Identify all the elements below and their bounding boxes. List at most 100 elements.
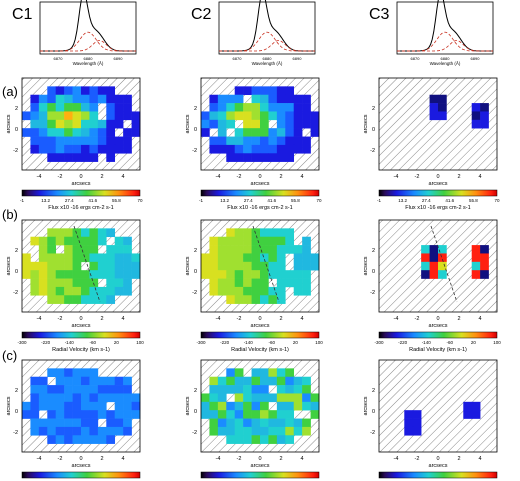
- map-xtick: 4: [300, 174, 303, 180]
- map-ylabel: arcsecs: [185, 256, 191, 275]
- map-pixel: [285, 393, 295, 403]
- map-pixel: [47, 368, 57, 378]
- map-pixel: [293, 103, 303, 112]
- map-pixel: [209, 393, 219, 403]
- map-pixel: [89, 245, 99, 254]
- map-pixel: [81, 119, 90, 129]
- map-pixel: [209, 236, 219, 246]
- map-pixel: [285, 153, 295, 162]
- colorbar: [21, 331, 141, 339]
- map-pixel: [285, 94, 295, 104]
- map-pixel: [55, 426, 65, 436]
- map-xtick: 4: [300, 316, 303, 322]
- map-pixel: [268, 153, 278, 162]
- map-pixel: [209, 286, 219, 296]
- colorbar-label: Flux x10 -16 ergs cm-2 s-1: [405, 205, 470, 211]
- map-pixel: [123, 245, 132, 254]
- map-pixel: [251, 410, 261, 419]
- map-frame: [21, 77, 141, 171]
- map-ytick: -2: [370, 430, 375, 436]
- map-xtick: 2: [457, 316, 460, 322]
- map-pixel: [38, 94, 48, 104]
- map-xtick: -2: [415, 174, 420, 180]
- map-pixel: [81, 401, 90, 411]
- map-pixel: [438, 245, 447, 254]
- map-pixel: [201, 261, 210, 271]
- map-pixel: [404, 426, 414, 436]
- map-pixel: [480, 261, 489, 271]
- map-pixel: [226, 286, 236, 296]
- map-pixel: [106, 94, 116, 104]
- map-pixel: [22, 128, 31, 137]
- colorbar-tick: 41.6: [88, 198, 97, 203]
- map-pixel: [123, 401, 132, 411]
- map-pixel: [302, 393, 311, 403]
- map-pixel: [47, 228, 57, 238]
- map-pixel: [55, 278, 65, 288]
- map-pixel: [302, 278, 311, 288]
- map-frame: [200, 219, 320, 313]
- map-pixel: [97, 236, 107, 246]
- map-pixel: [276, 136, 286, 146]
- map-pixel: [72, 253, 82, 263]
- map-pixel: [243, 270, 252, 279]
- map-pixel: [302, 418, 311, 428]
- map-pixel: [226, 401, 236, 411]
- spectrum-component-line-3: [397, 31, 493, 52]
- map-pixel: [64, 426, 73, 436]
- colorbar-tick: -300: [196, 340, 206, 345]
- map-pixel: [38, 418, 48, 428]
- map-pixel: [22, 253, 31, 263]
- map-pixel: [243, 418, 252, 428]
- map-pixel: [217, 111, 227, 121]
- map-pixel: [268, 103, 278, 112]
- map-ytick: 2: [15, 388, 18, 394]
- map-pixel: [276, 286, 286, 296]
- map-pixel: [226, 410, 236, 419]
- map-pixel: [81, 270, 90, 279]
- map-pixel: [47, 236, 57, 246]
- map-pixel: [22, 111, 31, 121]
- map-pixel: [106, 153, 116, 162]
- map-pixel: [226, 270, 236, 279]
- map-pixel: [89, 153, 99, 162]
- map-pixel: [72, 261, 82, 271]
- map-panel-b-3: [378, 219, 498, 339]
- map-pixel: [64, 103, 73, 112]
- map-pixel: [438, 261, 447, 271]
- map-frame: [378, 77, 498, 171]
- colorbar: [200, 189, 320, 197]
- map-pixel: [97, 128, 107, 137]
- map-pixel: [276, 228, 286, 238]
- map-xtick: 2: [100, 174, 103, 180]
- map-pixel: [404, 410, 414, 419]
- map-pixel: [234, 261, 244, 271]
- map-xtick: 2: [100, 456, 103, 462]
- map-pixel: [209, 426, 219, 436]
- map-pixel: [285, 426, 295, 436]
- map-pixel: [234, 103, 244, 112]
- map-pixel: [55, 119, 65, 129]
- map-pixel: [268, 435, 278, 444]
- map-pixel: [293, 270, 303, 279]
- map-pixel: [22, 261, 31, 271]
- map-pixel: [285, 236, 295, 246]
- map-pixel: [293, 253, 303, 263]
- map-pixel: [123, 103, 132, 112]
- map-pixel: [276, 236, 286, 246]
- map-pixel: [243, 410, 252, 419]
- map-pixel: [106, 261, 116, 271]
- map-pixel: [89, 103, 99, 112]
- map-pixel: [89, 426, 99, 436]
- map-pixel: [217, 253, 227, 263]
- map-pixel: [97, 401, 107, 411]
- map-pixel: [217, 410, 227, 419]
- map-pixel: [268, 236, 278, 246]
- map-pixel: [106, 128, 116, 137]
- map-pixel: [310, 111, 320, 121]
- map-ytick: 0: [194, 269, 197, 275]
- map-pixel: [285, 111, 295, 121]
- map-pixel: [38, 393, 48, 403]
- map-pixel: [72, 278, 82, 288]
- map-pixel: [285, 103, 295, 112]
